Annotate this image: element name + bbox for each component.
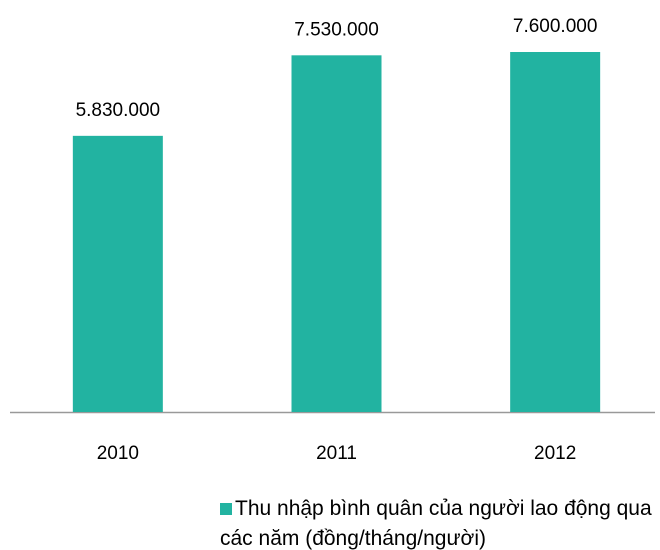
x-tick-label: 2010 [97,443,139,464]
data-label: 7.530.000 [294,19,379,40]
legend: Thu nhập bình quân của người lao động qu… [220,494,660,550]
x-tick-label: 2012 [534,443,576,464]
chart: 5.830.000 2010 7.530.000 2011 7.600.000 2012 [10,16,655,464]
bar [291,55,382,412]
bar [72,135,163,412]
data-label: 7.600.000 [513,16,598,37]
bar [510,52,601,412]
legend-label: Thu nhập bình quân của người lao động qu… [220,497,652,550]
x-tick-label: 2011 [316,443,357,464]
legend-swatch [220,503,232,515]
data-label: 5.830.000 [76,100,161,121]
